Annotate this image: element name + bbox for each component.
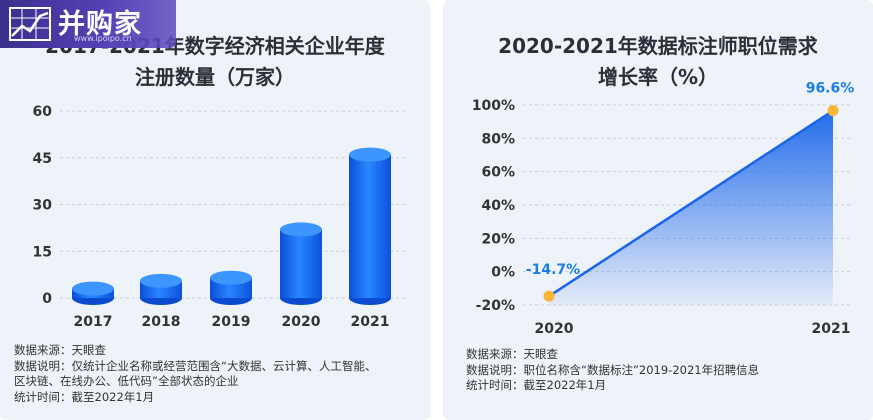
bar-top [349,147,391,162]
bar [72,281,114,305]
right-chart-title-line1: 2020-2021年数据标注师职位需求 [498,34,818,58]
y-tick-label: 45 [33,151,52,167]
left-notes: 数据来源：天眼查 数据说明：仅统计企业名称或经营范围含“大数据、云计算、人工智能… [14,343,376,405]
data-point [827,105,839,117]
y-tick-label: 40% [481,198,515,214]
y-tick-label: 30 [33,198,53,214]
x-category-label: 2020 [535,321,574,337]
site-logo: 并购家 www.ipoipo.cn [0,0,176,48]
data-label: 96.6% [806,81,855,97]
bar-top [140,273,182,288]
bar [280,222,322,305]
right-chart-panel: 2020-2021年数据标注师职位需求 增长率（%） -20% 0% 20% 40% 6… [443,0,873,420]
x-category-label: 2019 [212,314,251,330]
left-note-source: 数据来源：天眼查 [14,343,106,357]
y-tick-label: 60% [481,165,515,181]
y-tick-label: 15 [33,244,52,260]
y-tick-label: 80% [481,131,515,147]
left-chart-panel: 2017-2021年数字经济相关企业年度 注册数量（万家） 0 15 30 45 60 2… [0,0,430,420]
bar-top [280,222,322,237]
bar [210,270,252,305]
bar-top [210,270,252,285]
x-category-label: 2018 [142,314,181,330]
bar-chart: 0 15 30 45 60 2017 2018 2019 2020 2021 [33,104,405,330]
bar-body [280,229,322,298]
area-fill [549,110,833,306]
y-tick-label: -20% [476,298,515,314]
right-note-time: 统计时间：截至2022年1月 [466,378,607,392]
x-category-label: 2021 [351,314,390,330]
y-tick-label: 0% [491,265,515,281]
x-category-label: 2021 [812,321,851,337]
left-chart-title-line2: 注册数量（万家） [135,65,295,89]
logo-subtitle: www.ipoipo.cn [74,34,132,43]
bar-body [349,154,391,298]
logo-text: 并购家 [58,9,142,40]
data-label: -14.7% [526,262,580,278]
y-tick-label: 20% [481,231,515,247]
bar-top [72,281,114,296]
y-tick-label: 100% [472,98,515,114]
bar [349,147,391,305]
right-chart-title-line2: 增长率（%） [597,65,719,89]
left-note-description-cont: 区块链、在线办公、低代码”全部状态的企业 [14,374,239,388]
x-category-label: 2020 [282,314,321,330]
y-tick-label: 60 [33,104,53,120]
bar [140,273,182,305]
data-point [543,290,555,302]
left-note-description: 数据说明：仅统计企业名称或经营范围含“大数据、云计算、人工智能、 [14,358,377,373]
y-tick-label: 0 [42,291,52,307]
left-note-time: 统计时间：截至2022年1月 [14,389,155,404]
series-line [548,109,834,298]
area-chart: -20% 0% 20% 40% 60% 80% 100% -14.7% 2020 96.6% 202… [472,81,855,337]
right-note-source: 数据来源：天眼查 [466,347,558,361]
right-notes: 数据来源：天眼查 数据说明：职位名称含“数据标注”2019-2021年招聘信息 … [466,347,759,394]
chart-logo-icon [9,7,51,41]
right-note-description: 数据说明：职位名称含“数据标注”2019-2021年招聘信息 [466,362,760,377]
x-category-label: 2017 [74,314,113,330]
